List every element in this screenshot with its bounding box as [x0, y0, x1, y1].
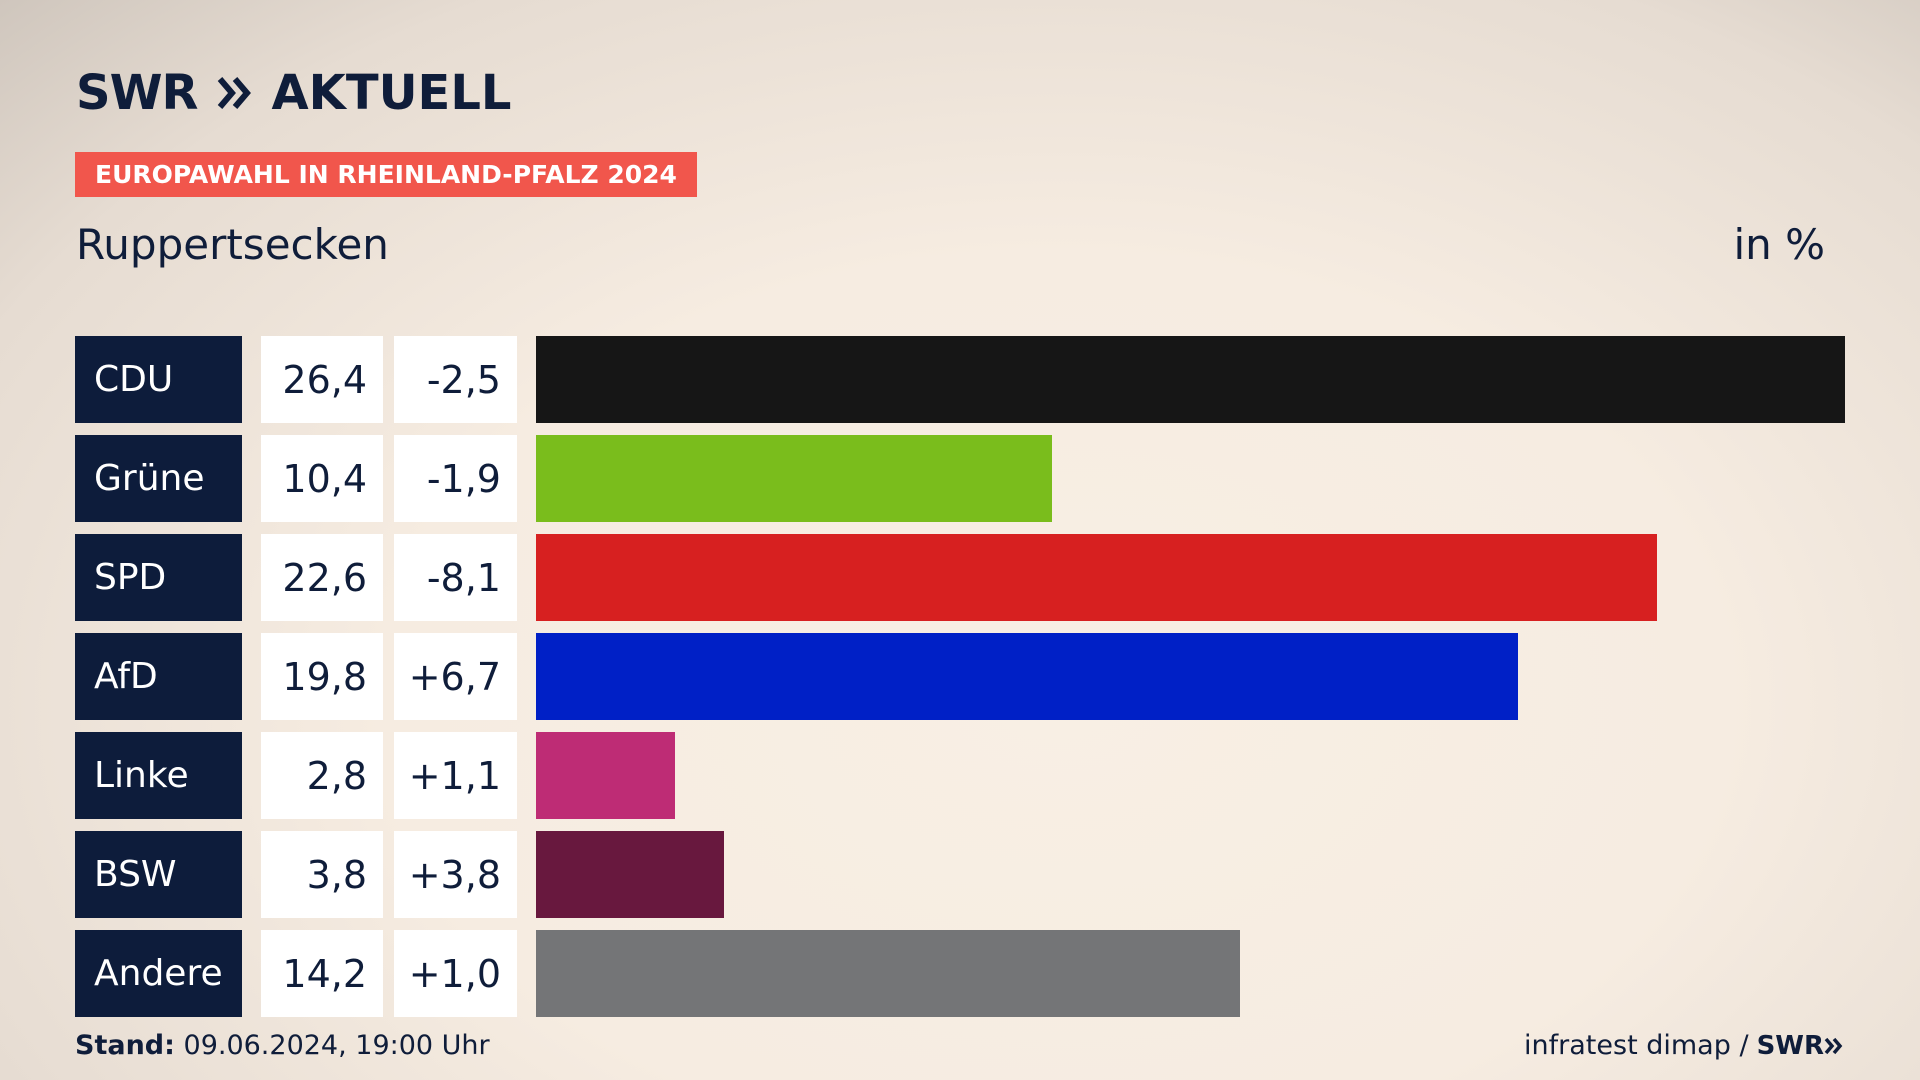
- party-label: BSW: [75, 831, 242, 918]
- party-label: SPD: [75, 534, 242, 621]
- vote-share-bar: [536, 435, 1052, 522]
- vote-share-label: 14,2: [261, 930, 383, 1017]
- vote-change-label: -2,5: [394, 336, 517, 423]
- vote-change-label: +1,0: [394, 930, 517, 1017]
- party-label: Grüne: [75, 435, 242, 522]
- election-tag: EUROPAWAHL IN RHEINLAND-PFALZ 2024: [75, 152, 697, 197]
- party-label: AfD: [75, 633, 242, 720]
- vote-change-label: +6,7: [394, 633, 517, 720]
- vote-share-label: 26,4: [261, 336, 383, 423]
- vote-change-label: +1,1: [394, 732, 517, 819]
- vote-share-label: 22,6: [261, 534, 383, 621]
- swr-small-logo: SWR: [1757, 1031, 1844, 1061]
- vote-change-label: -8,1: [394, 534, 517, 621]
- vote-change-label: -1,9: [394, 435, 517, 522]
- stand-label: Stand:: [75, 1030, 175, 1061]
- vote-share-label: 2,8: [261, 732, 383, 819]
- vote-share-bar: [536, 732, 675, 819]
- vote-share-bar: [536, 534, 1657, 621]
- small-double-chevron-icon: [1824, 1037, 1843, 1054]
- source-logo-text: SWR: [1756, 1030, 1824, 1061]
- logo-aktuell-text: AKTUELL: [271, 65, 512, 121]
- stand-value: 09.06.2024, 19:00 Uhr: [183, 1030, 490, 1061]
- vote-share-label: 19,8: [261, 633, 383, 720]
- timestamp: Stand: 09.06.2024, 19:00 Uhr: [75, 1030, 490, 1061]
- vote-share-bar: [536, 930, 1240, 1017]
- party-label: Andere: [75, 930, 242, 1017]
- place-title: Ruppertsecken: [76, 220, 389, 269]
- party-label: CDU: [75, 336, 242, 423]
- vote-share-label: 3,8: [261, 831, 383, 918]
- double-chevron-icon: [217, 76, 253, 110]
- swr-aktuell-logo: SWR AKTUELL: [76, 65, 512, 121]
- unit-label: in %: [1733, 220, 1825, 269]
- vote-share-bar: [536, 336, 1845, 423]
- party-label: Linke: [75, 732, 242, 819]
- source-credit: infratest dimap / SWR: [1524, 1030, 1844, 1061]
- source-text: infratest dimap /: [1524, 1030, 1749, 1061]
- vote-share-bar: [536, 633, 1518, 720]
- vote-change-label: +3,8: [394, 831, 517, 918]
- vote-share-bar: [536, 831, 724, 918]
- vote-share-label: 10,4: [261, 435, 383, 522]
- logo-swr-text: SWR: [76, 65, 198, 121]
